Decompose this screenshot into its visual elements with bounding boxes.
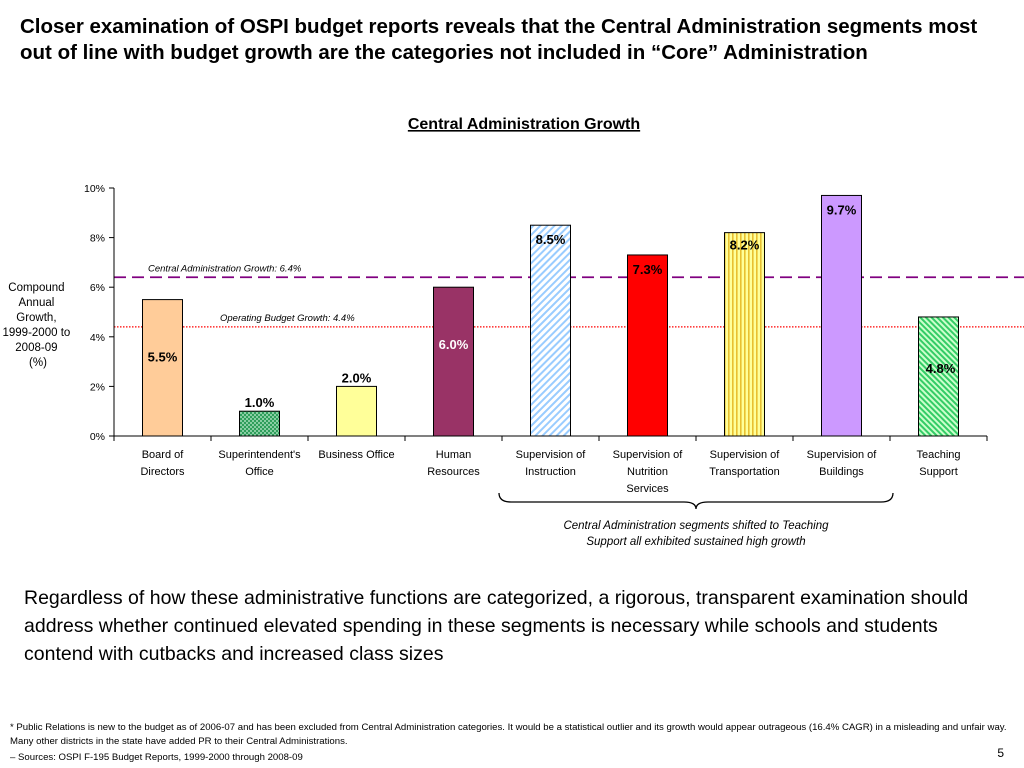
x-tick-label: Business Office [318,449,394,461]
bar [433,286,474,437]
annotation: Central Administration segments shifted … [498,492,894,548]
data-label: 5.5% [148,350,178,365]
y-axis-label-line: Annual [18,297,54,309]
bar [918,316,959,437]
y-axis-label-line: 1999-2000 to [3,327,71,339]
y-axis-label-line: (%) [29,357,47,369]
data-label: 8.2% [730,238,760,253]
y-tick-label: 8% [90,233,105,245]
data-label: 4.8% [926,361,956,376]
axes: 0% 2% 4% 6% 8% 10% Board of Directors Superinten… [84,183,988,495]
footnote: * Public Relations is new to the budget … [10,722,1007,747]
reference-line-label: Central Administration Growth: 6.4% [148,263,302,274]
bar [336,385,377,437]
bar [530,224,571,437]
y-axis-label: Compound Annual Growth, 1999-2000 to 200… [3,282,74,369]
x-tick-label: Superintendent's Office [218,449,301,478]
bar [627,254,668,437]
x-tick-label: Human Resources [427,449,480,478]
y-axis-label-line: Compound [8,282,64,294]
y-axis-label-line: 2008-09 [15,342,57,354]
slide-headline: Closer examination of OSPI budget report… [20,15,978,64]
y-tick-label: 10% [84,183,105,195]
x-tick-label: Supervision of Nutrition Services [613,449,684,495]
page-number: 5 [997,746,1004,760]
y-tick-label: 2% [90,381,105,393]
bar [142,299,183,437]
data-label: 1.0% [245,395,275,410]
source-note: – Sources: OSPI F-195 Budget Reports, 19… [10,752,303,763]
y-axis-label-line: Growth, [16,312,56,324]
data-label: 7.3% [633,262,663,277]
bar [821,194,862,437]
data-label: 9.7% [827,202,857,217]
data-label: 8.5% [536,232,566,247]
data-label: 6.0% [439,337,469,352]
x-tick-label: Supervision of Transportation [709,449,780,478]
bars: 5.5% 1.0% 2.0% 6.0% 8.5% 7.3% 8.2% 9.7% 4.8% [142,194,959,437]
chart-title: Central Administration Growth [408,116,640,133]
central-administration-growth-chart: Central Administration Growth Compound A… [3,116,1024,548]
x-tick-label: Board of Directors [140,449,185,478]
x-tick-label: Supervision of Buildings [807,449,878,478]
y-tick-label: 6% [90,282,105,294]
x-tick-label: Supervision of Instruction [516,449,587,478]
y-tick-label: 0% [90,431,105,443]
brace [498,492,894,510]
annotation-text: Support all exhibited sustained high gro… [586,536,805,548]
annotation-text: Central Administration segments shifted … [563,520,829,532]
y-tick-label: 4% [90,332,105,344]
bar [239,410,280,437]
data-label: 2.0% [342,370,372,385]
body-text: Regardless of how these administrative f… [24,587,969,665]
bar [724,232,765,437]
x-tick-label: Teaching Support [916,449,960,478]
reference-line-label: Operating Budget Growth: 4.4% [220,313,355,324]
